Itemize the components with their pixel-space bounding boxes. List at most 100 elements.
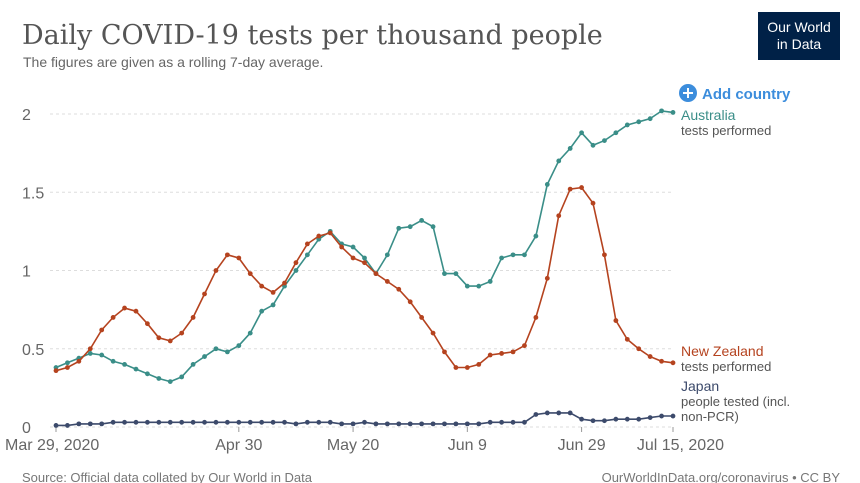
point: [236, 255, 242, 261]
point: [339, 421, 345, 427]
point: [145, 419, 150, 425]
point: [327, 230, 333, 236]
point: [487, 279, 493, 284]
point: [76, 358, 82, 364]
point: [293, 268, 299, 273]
point: [133, 366, 139, 372]
point: [179, 419, 185, 425]
point: [259, 283, 265, 289]
point: [87, 351, 93, 356]
series-line: [55, 110, 674, 383]
point: [613, 130, 619, 136]
point: [99, 421, 105, 427]
point: [464, 365, 470, 370]
x-tick-label: Jun 9: [448, 437, 487, 454]
point: [145, 321, 150, 327]
point: [350, 421, 356, 427]
point: [236, 343, 242, 349]
point: [213, 346, 219, 352]
point: [384, 279, 390, 284]
point: [110, 419, 116, 425]
point: [190, 315, 196, 320]
point: [499, 419, 505, 425]
point: [122, 419, 127, 425]
point: [453, 421, 459, 427]
point: [567, 146, 573, 151]
logo[interactable]: [758, 12, 840, 60]
point: [87, 421, 93, 427]
point: [53, 423, 59, 428]
x-tick-label: Mar 29, 2020: [5, 437, 99, 454]
point: [522, 343, 527, 349]
point: [156, 419, 162, 425]
point: [544, 275, 550, 281]
point: [65, 360, 70, 366]
point: [224, 252, 230, 258]
point: [659, 108, 664, 114]
point: [407, 421, 413, 427]
point: [362, 260, 367, 266]
point: [556, 213, 562, 219]
chart-title: Daily COVID-19 tests per thousand people: [22, 20, 603, 51]
point: [533, 412, 539, 417]
point: [670, 360, 676, 366]
y-tick-label: 1: [22, 264, 31, 281]
point: [430, 330, 436, 336]
point: [350, 244, 356, 250]
point: [522, 419, 527, 425]
point: [384, 252, 390, 258]
point: [190, 362, 196, 367]
point: [156, 376, 162, 381]
logo-text: in Data: [777, 36, 822, 52]
point: [590, 418, 596, 424]
series-description: non-PCR): [681, 409, 739, 424]
point: [396, 225, 402, 231]
point: [602, 418, 607, 424]
point: [247, 271, 253, 277]
point: [590, 200, 596, 206]
point: [556, 410, 562, 416]
point: [350, 255, 356, 261]
point: [304, 419, 310, 425]
series-description: people tested (incl.: [681, 394, 790, 409]
point: [65, 423, 70, 428]
point: [373, 421, 379, 427]
point: [464, 421, 470, 427]
point: [476, 362, 482, 367]
point: [247, 330, 253, 336]
point: [579, 416, 584, 422]
source: Source: Official data collated by Our Wo…: [22, 470, 313, 483]
point: [430, 224, 436, 230]
point: [87, 346, 93, 352]
logo-text: Our World: [767, 19, 831, 35]
point: [327, 419, 333, 425]
x-tick-label: Jul 15, 2020: [637, 437, 724, 454]
point: [579, 185, 584, 190]
point: [304, 252, 310, 258]
point: [476, 421, 482, 427]
x-tick-label: Apr 30: [215, 437, 262, 454]
point: [567, 186, 573, 192]
point: [190, 419, 196, 425]
series-description: tests performed: [681, 359, 771, 374]
point: [202, 419, 207, 425]
point: [202, 291, 207, 297]
add-country-button[interactable]: Add country: [679, 84, 791, 103]
point: [236, 419, 242, 425]
point: [293, 421, 299, 427]
point: [65, 365, 70, 370]
point: [544, 410, 550, 416]
point: [624, 336, 630, 342]
point: [442, 349, 447, 355]
point: [636, 346, 642, 352]
point: [624, 416, 630, 422]
point: [453, 271, 459, 277]
point: [316, 233, 322, 239]
point: [179, 330, 185, 336]
point: [156, 335, 162, 341]
chart-subtitle: The figures are given as a rolling 7-day…: [23, 54, 323, 70]
point: [213, 268, 219, 273]
point: [282, 419, 287, 425]
point: [384, 421, 390, 427]
series-label: New Zealand: [681, 343, 764, 359]
